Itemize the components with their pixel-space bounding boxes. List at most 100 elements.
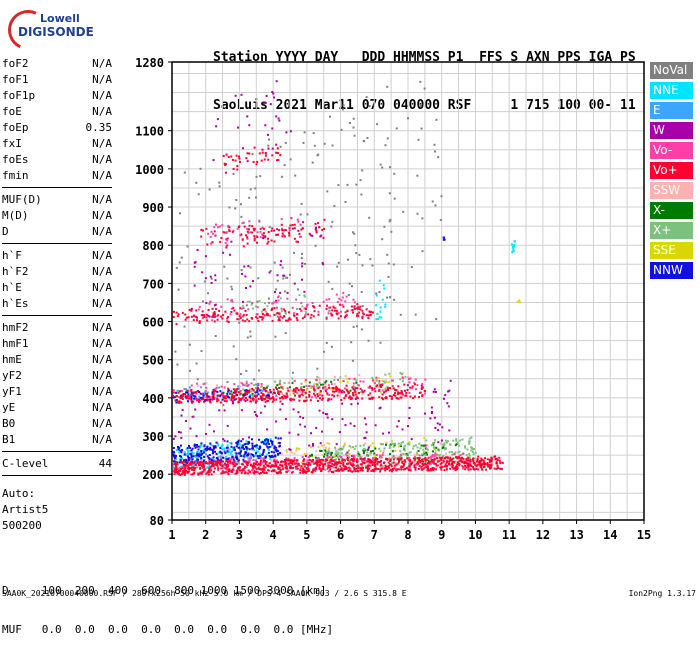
data-point xyxy=(341,460,343,463)
data-point xyxy=(259,411,262,414)
data-point xyxy=(275,471,278,474)
data-point xyxy=(235,471,238,474)
data-point xyxy=(302,221,305,224)
data-point xyxy=(173,457,176,460)
data-point xyxy=(275,394,278,397)
data-point xyxy=(269,438,272,441)
y-tick-label: 900 xyxy=(142,201,164,215)
data-point xyxy=(223,397,226,400)
data-point xyxy=(406,442,409,445)
data-point xyxy=(386,137,389,140)
data-point xyxy=(229,313,232,316)
data-point xyxy=(356,325,358,328)
data-point xyxy=(449,379,452,382)
data-point xyxy=(416,446,419,449)
data-point xyxy=(208,454,211,456)
auto-line: Auto: xyxy=(2,487,36,500)
data-point xyxy=(213,463,216,466)
data-point xyxy=(279,400,282,403)
data-point xyxy=(400,389,403,392)
data-point xyxy=(378,388,381,391)
data-point xyxy=(377,460,380,463)
data-point xyxy=(300,386,303,389)
data-point xyxy=(355,396,358,399)
data-point xyxy=(481,468,484,471)
data-point xyxy=(379,384,382,387)
data-point xyxy=(317,399,319,402)
data-point xyxy=(243,443,246,446)
data-point xyxy=(291,377,294,380)
data-point xyxy=(308,385,311,387)
data-point xyxy=(320,462,323,465)
data-point xyxy=(259,236,262,239)
data-point xyxy=(262,457,265,460)
y-tick-label: 1280 xyxy=(135,56,164,70)
data-point xyxy=(197,400,200,403)
data-point xyxy=(366,137,369,139)
data-point xyxy=(326,416,329,419)
data-point xyxy=(418,391,421,394)
data-point xyxy=(266,385,269,388)
data-point xyxy=(282,308,285,311)
data-point xyxy=(183,473,186,476)
data-point xyxy=(255,463,257,465)
data-point xyxy=(314,226,317,229)
data-point xyxy=(313,390,316,393)
data-point xyxy=(368,467,371,470)
x-tick-label: 13 xyxy=(569,528,583,542)
data-point xyxy=(389,460,392,462)
data-point xyxy=(401,465,404,468)
data-point xyxy=(351,378,354,381)
data-point xyxy=(223,447,226,450)
data-point xyxy=(179,212,181,215)
data-point xyxy=(413,453,416,456)
data-point xyxy=(191,447,194,450)
data-point xyxy=(234,456,237,459)
data-point xyxy=(229,398,231,401)
data-point xyxy=(296,467,299,470)
data-point xyxy=(232,168,235,170)
data-point xyxy=(388,469,391,472)
data-point xyxy=(305,471,308,474)
data-point xyxy=(275,464,278,467)
data-point xyxy=(226,471,229,474)
data-point xyxy=(427,465,430,468)
data-point xyxy=(173,456,176,459)
data-point xyxy=(219,464,222,467)
data-point xyxy=(339,448,341,451)
data-point xyxy=(310,432,312,435)
data-point xyxy=(202,466,205,469)
data-point xyxy=(197,448,200,451)
data-point xyxy=(271,443,274,446)
data-point xyxy=(423,390,426,392)
data-point xyxy=(401,461,404,464)
data-point xyxy=(188,386,191,389)
data-point xyxy=(223,162,226,165)
data-point xyxy=(175,401,178,404)
data-point xyxy=(246,242,249,245)
data-point xyxy=(265,396,268,399)
data-point xyxy=(267,237,269,240)
data-point xyxy=(187,471,190,474)
data-point xyxy=(278,381,281,384)
data-point xyxy=(248,448,251,451)
data-point xyxy=(361,317,364,320)
data-point xyxy=(322,468,325,470)
data-point xyxy=(274,460,277,463)
data-point xyxy=(297,220,300,223)
data-point xyxy=(384,465,387,468)
data-point xyxy=(372,379,374,382)
data-point xyxy=(221,453,224,456)
data-point xyxy=(242,455,245,458)
data-point xyxy=(204,391,206,394)
data-point xyxy=(297,462,300,465)
data-point xyxy=(291,224,294,226)
data-point xyxy=(294,389,297,392)
data-point xyxy=(223,231,226,234)
data-point xyxy=(291,463,294,466)
data-point xyxy=(444,448,447,451)
x-tick-label: 8 xyxy=(404,528,411,542)
data-point xyxy=(301,262,304,265)
data-point xyxy=(229,462,232,465)
data-point xyxy=(384,386,387,389)
